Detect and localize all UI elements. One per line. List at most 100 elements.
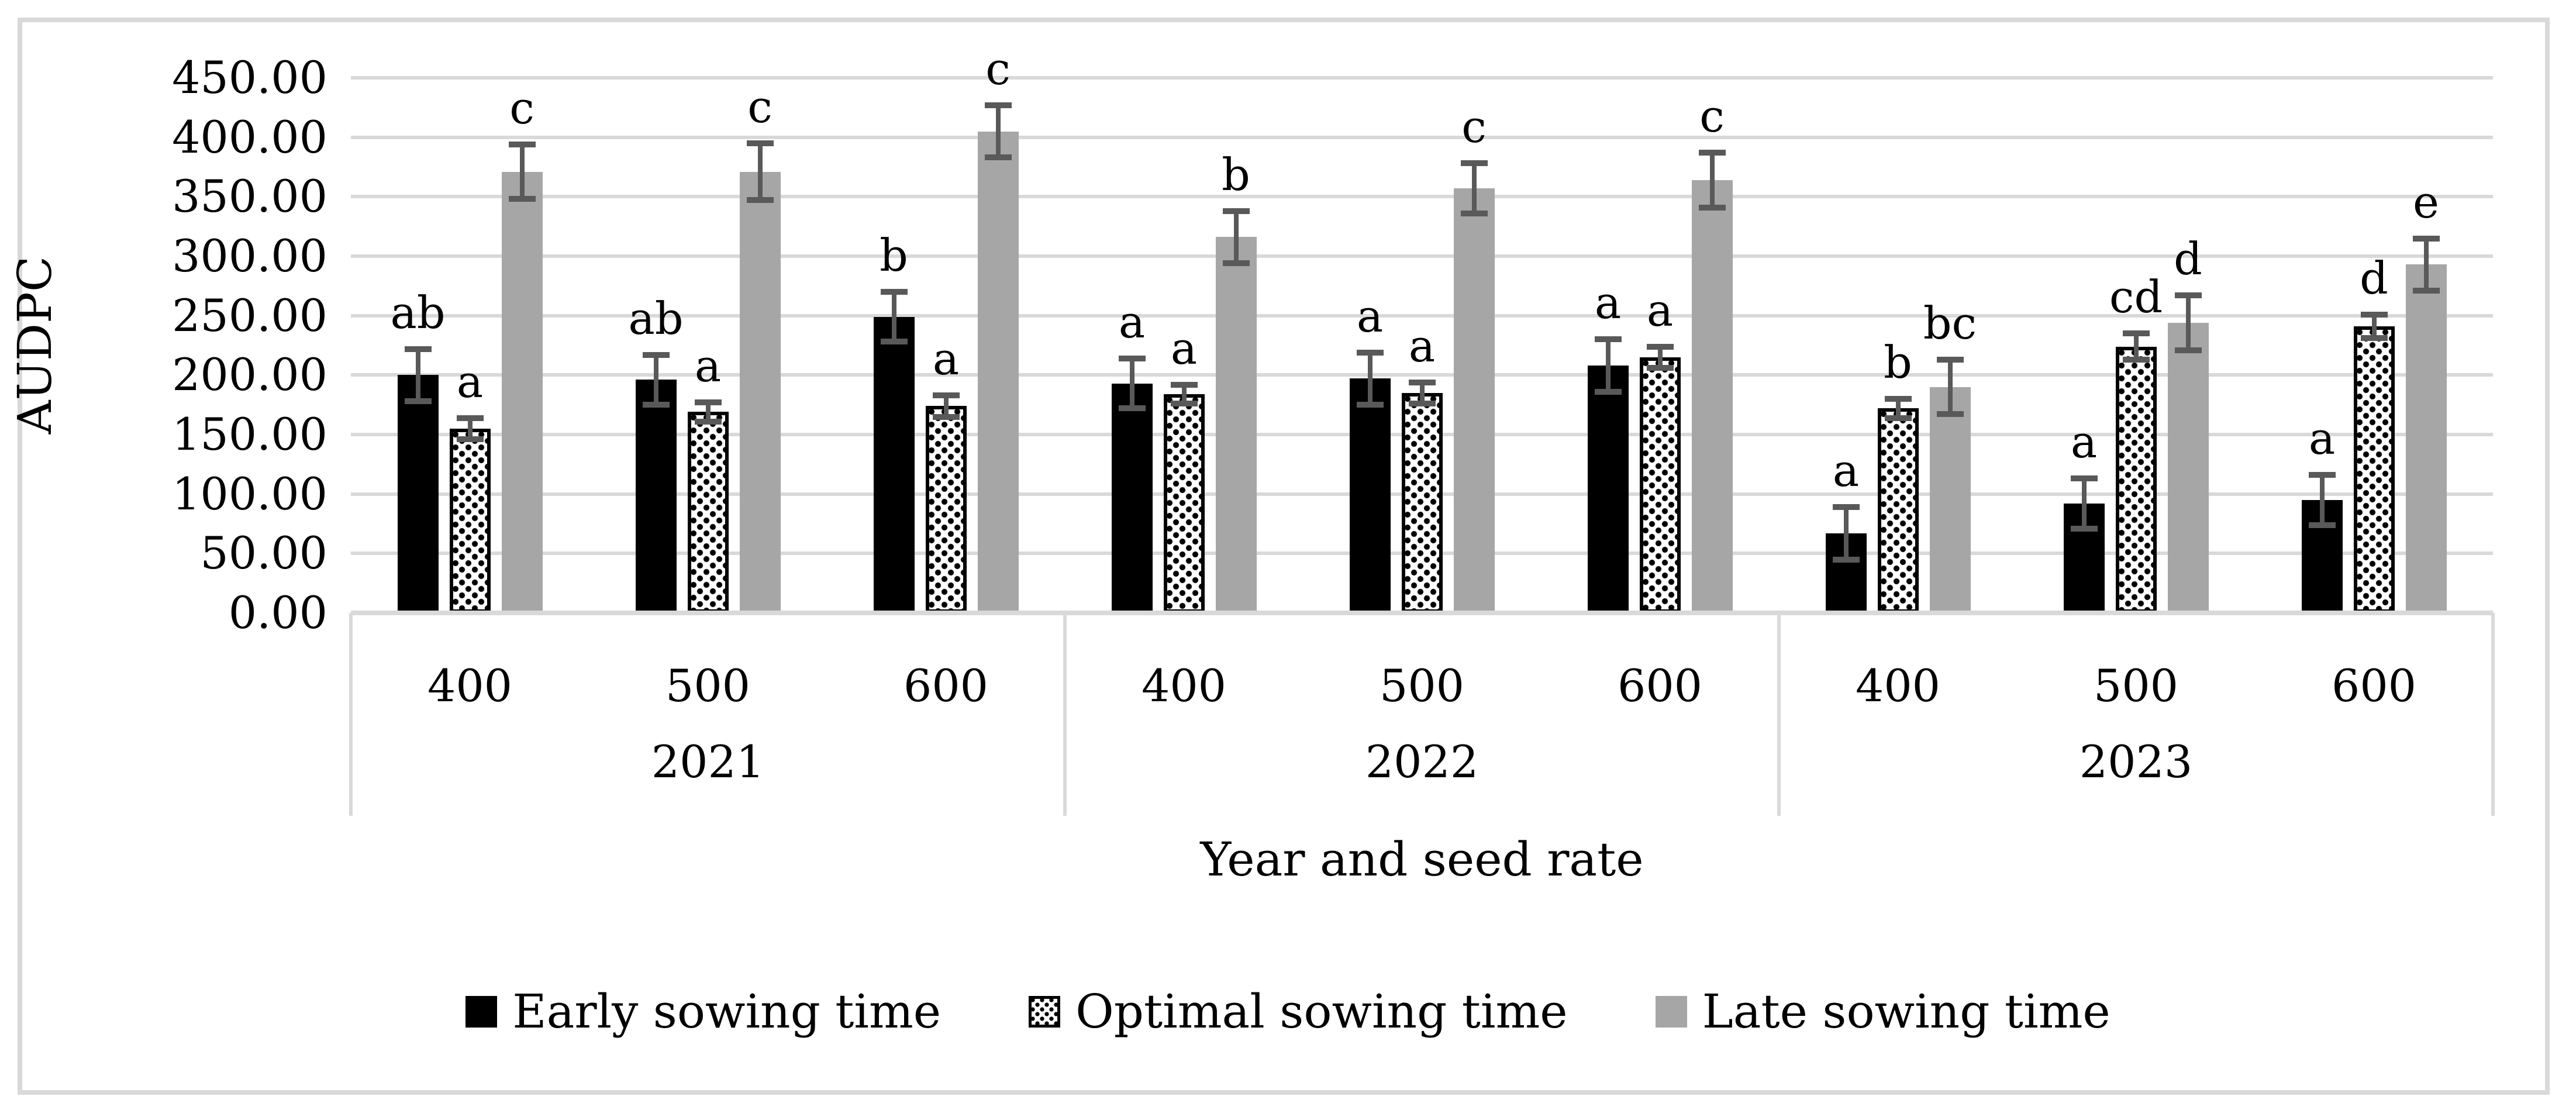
error-bar-cap [1356, 402, 1384, 408]
bar-dotted [2115, 346, 2157, 613]
error-bar-line [1709, 153, 1715, 208]
legend-swatch-dotted [1029, 996, 1061, 1028]
error-bar-cap [984, 154, 1012, 161]
error-bar-line [415, 349, 420, 402]
error-bar-line [1367, 352, 1373, 405]
error-bar-line [467, 418, 473, 440]
y-tick-label: 400.00 [172, 111, 327, 163]
category-divider [2491, 613, 2495, 816]
error-bar-cap [746, 197, 774, 204]
bar-gray [501, 171, 543, 613]
gridline [351, 254, 2493, 258]
significance-letter: a [932, 332, 960, 385]
error-bar-cap [2174, 292, 2202, 299]
error-bar-cap [2070, 525, 2098, 532]
error-bar-cap [2122, 330, 2150, 337]
error-bar-cap [1118, 355, 1146, 361]
bar-dotted [449, 428, 491, 613]
bar-black [873, 316, 915, 613]
error-bar-line [2185, 295, 2191, 350]
error-bar-cap [1936, 411, 1964, 418]
error-bar-line [1419, 382, 1425, 404]
error-bar-line [2423, 238, 2429, 291]
error-bar-line [519, 144, 525, 199]
bar-black [1111, 383, 1153, 613]
error-bar-cap [2412, 235, 2440, 242]
error-bar-cap [1832, 556, 1860, 563]
gridline [351, 195, 2493, 199]
error-bar-line [2133, 333, 2139, 360]
significance-letter: a [1356, 289, 1384, 342]
error-bar-cap [1460, 210, 1488, 216]
error-bar-line [995, 105, 1001, 158]
error-bar-cap [404, 346, 432, 352]
significance-letter: c [747, 80, 773, 133]
significance-letter: bc [1923, 297, 1977, 349]
significance-letter: a [1118, 295, 1146, 348]
y-tick-label: 450.00 [172, 51, 327, 104]
legend-label: Optimal sowing time [1075, 984, 1568, 1039]
error-bar-cap [1884, 415, 1912, 421]
significance-letter: a [2070, 416, 2098, 468]
seed-rate-label: 400 [427, 660, 513, 712]
bar-black [397, 375, 439, 613]
error-bar-cap [1460, 160, 1488, 167]
error-bar-cap [508, 141, 536, 147]
bar-gray [977, 131, 1019, 613]
bar-gray [739, 171, 781, 613]
error-bar-cap [456, 436, 484, 443]
error-bar-cap [1832, 504, 1860, 511]
significance-letter: a [1832, 444, 1860, 497]
error-bar-cap [2412, 287, 2440, 294]
error-bar-line [1181, 384, 1187, 404]
error-bar-line [891, 292, 896, 342]
error-bar-line [1233, 211, 1239, 264]
error-bar-cap [1118, 405, 1146, 412]
error-bar-cap [880, 289, 908, 295]
error-bar-cap [1408, 401, 1436, 407]
bar-gray [2167, 322, 2209, 613]
legend-label: Late sowing time [1702, 984, 2111, 1039]
error-bar-cap [1356, 349, 1384, 356]
significance-letter: cd [2109, 271, 2163, 323]
error-bar-line [2319, 475, 2325, 525]
error-bar-line [705, 402, 711, 422]
legend-swatch-black [465, 996, 498, 1028]
significance-letter: ab [628, 292, 684, 344]
error-bar-cap [1698, 204, 1726, 211]
gridline [351, 135, 2493, 139]
seed-rate-label: 500 [2093, 660, 2179, 712]
error-bar-cap [1222, 260, 1250, 267]
bar-dotted [1401, 392, 1443, 613]
significance-letter: c [1699, 90, 1725, 143]
significance-letter: e [2413, 175, 2439, 228]
significance-letter: b [1884, 336, 1912, 388]
error-bar-cap [1594, 388, 1622, 395]
significance-letter: d [2174, 233, 2202, 285]
error-bar-cap [508, 196, 536, 202]
seed-rate-label: 500 [665, 660, 751, 712]
error-bar-line [1843, 507, 1849, 560]
error-bar-cap [1698, 150, 1726, 156]
error-bar-cap [932, 413, 960, 420]
significance-letter: c [985, 42, 1011, 95]
seed-rate-label: 600 [903, 660, 989, 712]
error-bar-line [943, 395, 949, 417]
significance-letter: a [456, 355, 484, 408]
x-axis-title: Year and seed rate [1200, 832, 1644, 887]
category-divider [1777, 613, 1781, 816]
y-tick-label: 250.00 [172, 289, 327, 342]
seed-rate-label: 500 [1379, 660, 1465, 712]
significance-letter: a [694, 340, 722, 392]
error-bar-cap [2308, 522, 2336, 528]
legend-label: Early sowing time [512, 984, 942, 1039]
significance-letter: ab [390, 286, 446, 339]
legend-swatch-gray [1655, 996, 1687, 1028]
gridline [351, 313, 2493, 318]
y-tick-label: 350.00 [172, 170, 327, 223]
legend-item: Early sowing time [465, 983, 941, 1041]
legend-item: Late sowing time [1655, 983, 2111, 1041]
significance-letter: c [1461, 101, 1487, 153]
error-bar-cap [1646, 343, 1674, 350]
bar-gray [1691, 180, 1733, 613]
